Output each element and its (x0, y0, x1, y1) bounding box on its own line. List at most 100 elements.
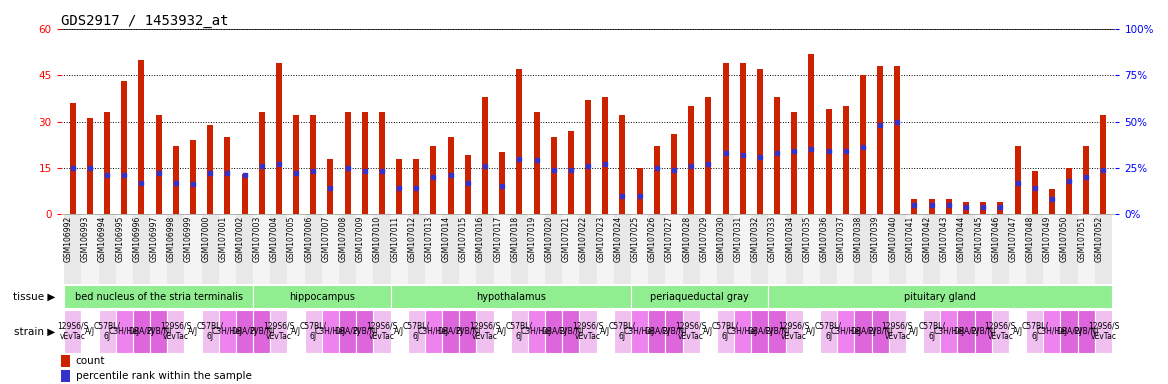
Bar (390, 310, 408, 353)
Text: hippocampus: hippocampus (288, 291, 355, 301)
Bar (98, 214, 116, 284)
Bar (923, 310, 940, 353)
Text: GSM107036: GSM107036 (820, 216, 828, 263)
Bar (757, 69, 763, 214)
Bar (167, 310, 185, 353)
Bar (133, 310, 150, 353)
Bar (889, 214, 906, 284)
Bar (705, 97, 711, 214)
Bar (717, 214, 735, 284)
Text: A/J: A/J (910, 327, 919, 336)
Bar (929, 199, 934, 214)
Text: GSM107022: GSM107022 (579, 216, 588, 262)
Text: C3H/HeJ: C3H/HeJ (109, 327, 140, 336)
Bar (327, 159, 333, 214)
Bar (408, 310, 425, 353)
Text: GSM107018: GSM107018 (510, 216, 520, 262)
Bar (854, 214, 871, 284)
Text: GSM107030: GSM107030 (716, 216, 725, 263)
Text: GSM107027: GSM107027 (665, 216, 674, 262)
Text: DBA/2J: DBA/2J (128, 327, 154, 336)
Bar (906, 310, 923, 353)
Bar (356, 310, 374, 353)
Bar (459, 310, 477, 353)
Bar (64, 285, 253, 308)
Bar (322, 310, 339, 353)
Bar (116, 310, 133, 353)
Text: C3H/HeJ: C3H/HeJ (933, 327, 965, 336)
Text: A/J: A/J (394, 327, 404, 336)
Text: 129S6/S
vEvTac: 129S6/S vEvTac (1087, 322, 1119, 341)
Text: C57BL/
6J: C57BL/ 6J (712, 322, 739, 341)
Text: GSM106996: GSM106996 (132, 216, 141, 263)
Bar (236, 310, 253, 353)
Bar (477, 214, 494, 284)
Bar (270, 214, 287, 284)
Bar (1100, 115, 1106, 214)
Bar (666, 310, 682, 353)
Bar (614, 214, 631, 284)
Bar (477, 310, 494, 353)
Text: DBA/2J: DBA/2J (231, 327, 257, 336)
Text: 129S6/S
vEvTac: 129S6/S vEvTac (779, 322, 809, 341)
Text: GSM107043: GSM107043 (940, 216, 948, 263)
Bar (528, 214, 545, 284)
Text: strain ▶: strain ▶ (14, 326, 55, 336)
Text: A/J: A/J (291, 327, 301, 336)
Text: GSM107005: GSM107005 (287, 216, 296, 263)
Text: percentile rank within the sample: percentile rank within the sample (76, 371, 251, 381)
Bar (871, 310, 889, 353)
Text: GSM107014: GSM107014 (442, 216, 451, 262)
Bar (116, 214, 133, 284)
Text: GSM107009: GSM107009 (356, 216, 364, 263)
Text: GSM107020: GSM107020 (544, 216, 554, 262)
Bar (494, 310, 510, 353)
Bar (305, 310, 322, 353)
Text: GSM106993: GSM106993 (81, 216, 90, 263)
Text: DBA/2J: DBA/2J (438, 327, 464, 336)
Bar (992, 214, 1009, 284)
Text: GSM106995: GSM106995 (116, 216, 124, 263)
Bar (739, 63, 745, 214)
Bar (1061, 214, 1078, 284)
Bar (185, 214, 202, 284)
Bar (139, 60, 145, 214)
Text: GSM107003: GSM107003 (252, 216, 262, 263)
Bar (854, 310, 871, 353)
Bar (173, 146, 179, 214)
Bar (499, 152, 506, 214)
Bar (551, 137, 557, 214)
Bar (287, 214, 305, 284)
Bar (345, 112, 350, 214)
Text: GSM107029: GSM107029 (700, 216, 708, 262)
Bar (104, 112, 110, 214)
Bar (791, 112, 798, 214)
Text: GSM107023: GSM107023 (597, 216, 605, 262)
Bar (585, 100, 591, 214)
Bar (974, 310, 992, 353)
Text: GSM107046: GSM107046 (992, 216, 1000, 263)
Text: DBA/2J: DBA/2J (644, 327, 669, 336)
Bar (425, 310, 442, 353)
Bar (962, 202, 969, 214)
Text: C57BL/
6J: C57BL/ 6J (1021, 322, 1048, 341)
Bar (253, 285, 390, 308)
Bar (820, 310, 837, 353)
Bar (769, 310, 786, 353)
Bar (843, 106, 849, 214)
Text: A/J: A/J (703, 327, 714, 336)
Bar (1061, 310, 1078, 353)
Text: GSM107000: GSM107000 (201, 216, 210, 263)
Bar (447, 137, 453, 214)
Bar (648, 214, 666, 284)
Bar (390, 214, 408, 284)
Bar (735, 310, 751, 353)
Bar (895, 66, 901, 214)
Text: GSM107048: GSM107048 (1026, 216, 1035, 262)
Text: GSM107037: GSM107037 (836, 216, 846, 263)
Text: GSM107007: GSM107007 (321, 216, 331, 263)
Bar (911, 199, 918, 214)
Text: C3H/HeJ: C3H/HeJ (624, 327, 655, 336)
Bar (202, 310, 218, 353)
Bar (837, 214, 854, 284)
